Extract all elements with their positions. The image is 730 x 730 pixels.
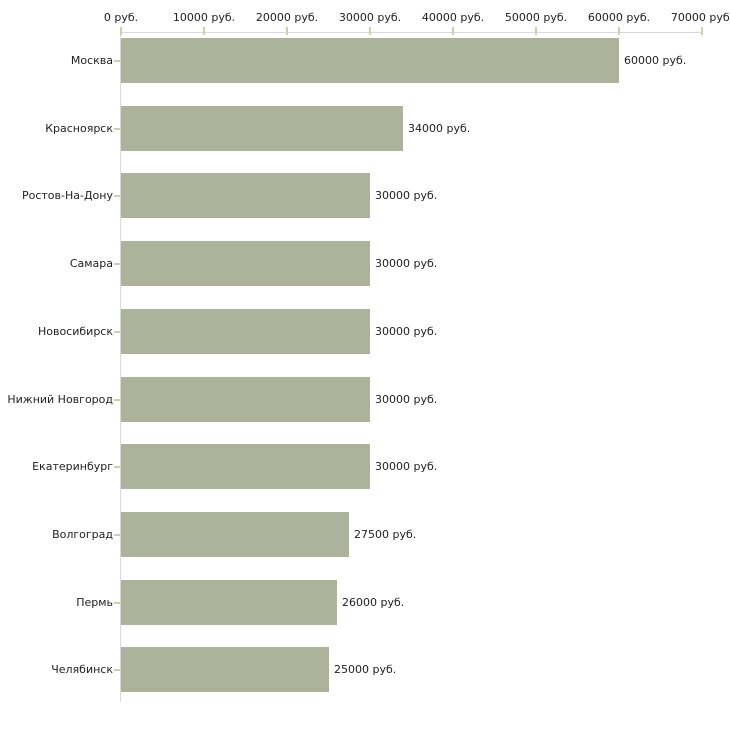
category-tick-mark — [114, 534, 120, 536]
bar-1 — [121, 106, 403, 151]
x-axis-tick-label: 10000 руб. — [172, 11, 236, 24]
value-label: 30000 руб. — [375, 189, 438, 202]
bar-0 — [121, 38, 619, 83]
x-axis-tick-label: 20000 руб. — [255, 11, 319, 24]
value-label: 26000 руб. — [342, 596, 405, 609]
value-label: 30000 руб. — [375, 325, 438, 338]
category-label: Пермь — [76, 596, 113, 609]
x-axis-tick-mark — [535, 27, 537, 35]
bar-9 — [121, 647, 329, 692]
bar-8 — [121, 580, 337, 625]
bar-4 — [121, 309, 370, 354]
y-axis-line — [120, 32, 121, 702]
value-label: 34000 руб. — [408, 122, 471, 135]
category-tick-mark — [114, 60, 120, 62]
x-axis-tick-mark — [286, 27, 288, 35]
value-label: 60000 руб. — [624, 54, 687, 67]
category-tick-mark — [114, 602, 120, 604]
category-tick-mark — [114, 466, 120, 468]
value-label: 30000 руб. — [375, 460, 438, 473]
category-label: Самара — [69, 257, 113, 270]
category-tick-mark — [114, 399, 120, 401]
category-label: Ростов-На-Дону — [21, 189, 113, 202]
category-label: Нижний Новгород — [7, 393, 113, 406]
category-label: Москва — [70, 54, 113, 67]
bar-2 — [121, 173, 370, 218]
bar-3 — [121, 241, 370, 286]
x-axis-tick-mark — [452, 27, 454, 35]
x-axis-tick-mark — [369, 27, 371, 35]
category-label: Волгоград — [52, 528, 113, 541]
category-label: Екатеринбург — [32, 460, 113, 473]
value-label: 25000 руб. — [334, 663, 397, 676]
value-label: 30000 руб. — [375, 257, 438, 270]
category-tick-mark — [114, 128, 120, 130]
bar-7 — [121, 512, 349, 557]
value-label: 27500 руб. — [354, 528, 417, 541]
category-label: Новосибирск — [37, 325, 113, 338]
category-tick-mark — [114, 331, 120, 333]
x-axis-tick-label: 60000 руб. — [587, 11, 651, 24]
value-label: 30000 руб. — [375, 393, 438, 406]
x-axis-tick-label: 50000 руб. — [504, 11, 568, 24]
category-tick-mark — [114, 195, 120, 197]
category-label: Красноярск — [45, 122, 113, 135]
x-axis-line — [120, 32, 702, 33]
x-axis-tick-label: 70000 руб. — [670, 11, 730, 24]
x-axis-tick-mark — [203, 27, 205, 35]
category-label: Челябинск — [51, 663, 113, 676]
bar-6 — [121, 444, 370, 489]
category-tick-mark — [114, 263, 120, 265]
bar-5 — [121, 377, 370, 422]
x-axis-tick-label: 40000 руб. — [421, 11, 485, 24]
x-axis-tick-mark — [618, 27, 620, 35]
x-axis-tick-label: 30000 руб. — [338, 11, 402, 24]
x-axis-tick-mark — [701, 27, 703, 35]
x-axis-tick-label: 0 руб. — [103, 11, 139, 24]
x-axis-tick-mark — [120, 27, 122, 35]
category-tick-mark — [114, 669, 120, 671]
